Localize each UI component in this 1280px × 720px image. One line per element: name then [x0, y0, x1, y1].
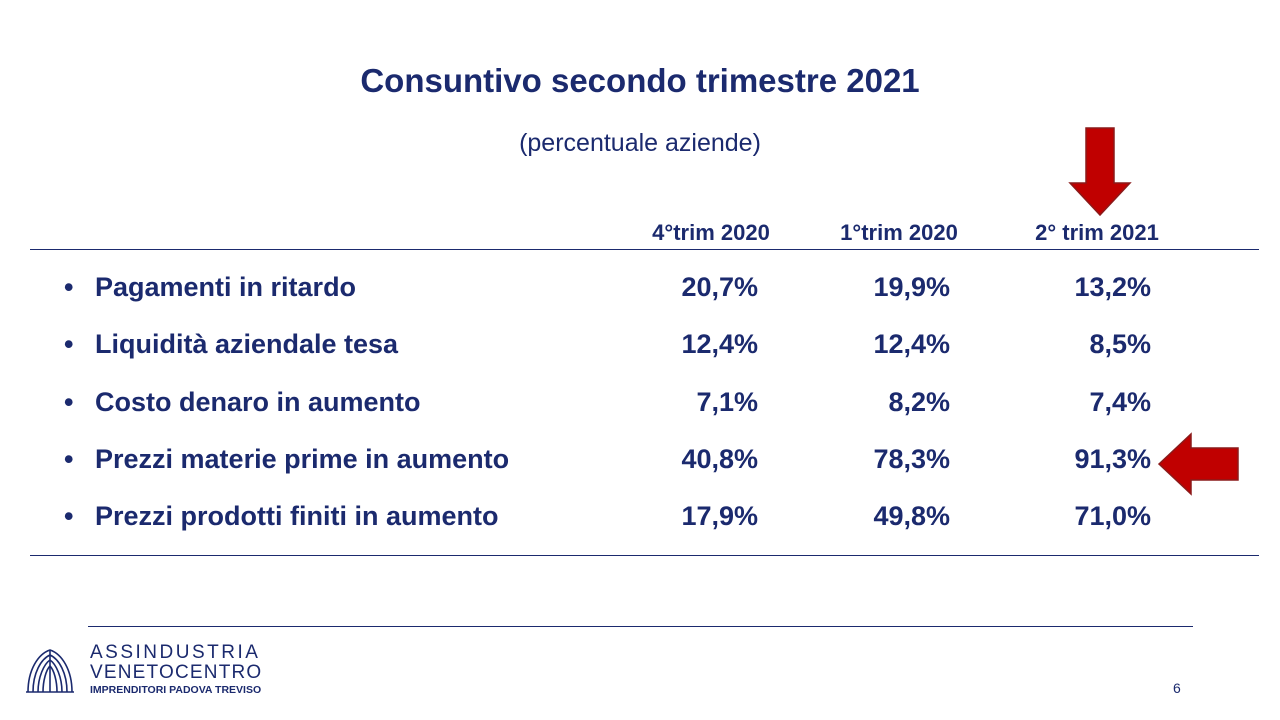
row-label: Prezzi prodotti finiti in aumento	[95, 501, 499, 531]
value-q4-2020: 20,7%	[681, 272, 758, 302]
table-row: • Costo denaro in aumento 7,1% 8,2% 7,4%	[0, 387, 1280, 445]
value-q1-2020: 19,9%	[873, 272, 950, 302]
value-q4-2020: 40,8%	[681, 444, 758, 474]
table-top-rule	[30, 249, 1259, 250]
value-q2-2021: 91,3%	[1074, 444, 1151, 474]
bullet: •	[64, 387, 74, 417]
value-q4-2020: 12,4%	[681, 329, 758, 359]
column-header-q4-2020: 4°trim 2020	[652, 220, 770, 245]
table-row: • Prezzi prodotti finiti in aumento 17,9…	[0, 501, 1280, 559]
assindustria-logo	[26, 649, 74, 693]
bullet: •	[64, 444, 74, 474]
value-q2-2021: 7,4%	[1089, 387, 1151, 417]
arrow-left-icon	[1157, 432, 1239, 496]
row-label: Costo denaro in aumento	[95, 387, 421, 417]
value-q4-2020: 17,9%	[681, 501, 758, 531]
page-number: 6	[1173, 680, 1181, 696]
value-q1-2020: 78,3%	[873, 444, 950, 474]
value-q1-2020: 8,2%	[888, 387, 950, 417]
value-q2-2021: 71,0%	[1074, 501, 1151, 531]
bullet: •	[64, 329, 74, 359]
value-q2-2021: 8,5%	[1089, 329, 1151, 359]
arrow-down-icon	[1068, 127, 1132, 217]
table-row: • Liquidità aziendale tesa 12,4% 12,4% 8…	[0, 329, 1280, 387]
slide-subtitle: (percentuale aziende)	[519, 129, 761, 157]
column-header-q1-2020: 1°trim 2020	[840, 220, 958, 245]
table-bottom-rule	[30, 555, 1259, 556]
table-row: • Prezzi materie prime in aumento 40,8% …	[0, 444, 1280, 502]
row-label: Prezzi materie prime in aumento	[95, 444, 510, 474]
value-q4-2020: 7,1%	[696, 387, 758, 417]
value-q1-2020: 12,4%	[873, 329, 950, 359]
brand-tagline: IMPRENDITORI PADOVA TREVISO	[90, 684, 262, 696]
brand-name-line1: ASSINDUSTRIA	[90, 642, 261, 663]
bullet: •	[64, 501, 74, 531]
value-q2-2021: 13,2%	[1074, 272, 1151, 302]
value-q1-2020: 49,8%	[873, 501, 950, 531]
brand-name-line2: VENETOCENTRO	[90, 662, 263, 683]
column-header-q2-2021: 2° trim 2021	[1035, 220, 1159, 245]
row-label: Liquidità aziendale tesa	[95, 329, 399, 359]
bullet: •	[64, 272, 74, 302]
footer-rule	[88, 626, 1193, 627]
slide-title: Consuntivo secondo trimestre 2021	[360, 62, 920, 99]
table-row: • Pagamenti in ritardo 20,7% 19,9% 13,2%	[0, 272, 1280, 330]
row-label: Pagamenti in ritardo	[95, 272, 357, 302]
